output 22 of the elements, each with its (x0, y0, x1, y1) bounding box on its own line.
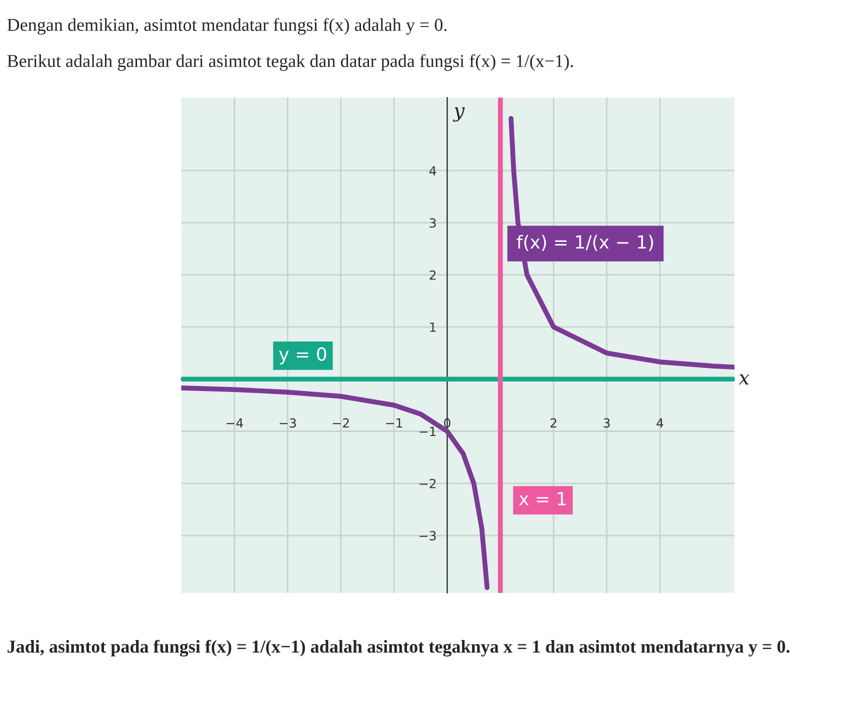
y-tick-label: 3 (430, 218, 436, 228)
ref-line-label: y = 0 (279, 347, 326, 364)
series-label: f(x) = 1/(x − 1) (516, 234, 654, 251)
ref-line-label: x = 1 (519, 492, 566, 506)
x-tick-label: −2 (332, 418, 349, 428)
x-tick-label: 3 (604, 418, 610, 428)
y-axis-title: y (452, 107, 465, 122)
x-tick-label: 4 (656, 418, 664, 428)
x-axis-title: x (738, 374, 750, 384)
x-tick-label: −1 (386, 418, 402, 428)
y-tick-label: −3 (420, 530, 436, 540)
y-tick-label: −1 (420, 426, 436, 436)
y-tick-label: 4 (429, 166, 436, 176)
y-tick-label: 1 (430, 322, 436, 332)
chart-title: Dengan demikian, asimtot mendatar fungsi f(x) adalah y = 0. (7, 18, 446, 35)
chart-subtitle: Berikut adalah gambar dari asimtot tegak dan datar pada fungsi f(x) = 1/(x−1). (7, 54, 573, 71)
y-tick-label: −2 (420, 478, 436, 488)
text: Jadi, asimtot pada fungsi f(x) = 1/(x−1) adalah asimtot tegaknya x = 1 dan asimtot mendatarnya y = 0. (8, 640, 790, 657)
x-tick-label: −4 (226, 418, 243, 428)
y-tick-label: 2 (430, 270, 436, 280)
x-tick-label: 2 (550, 418, 556, 428)
x-tick-label: −3 (280, 418, 296, 428)
